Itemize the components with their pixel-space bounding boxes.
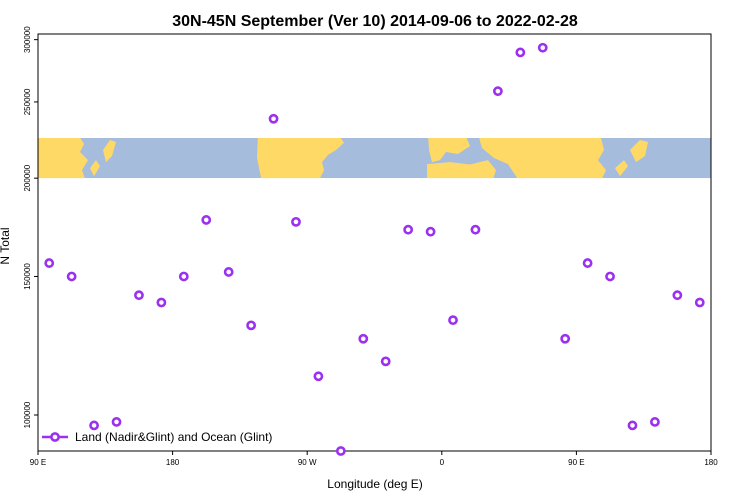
y-axis: 100000 150000 200000 250000 300000 bbox=[23, 26, 38, 428]
data-point bbox=[403, 224, 414, 235]
data-point bbox=[246, 320, 257, 331]
data-point bbox=[134, 290, 144, 301]
data-point bbox=[627, 420, 638, 431]
land-north-africa bbox=[427, 160, 496, 179]
x-tick-label: 90 W bbox=[298, 458, 317, 467]
x-tick-label: 0 bbox=[440, 458, 445, 467]
data-point bbox=[560, 333, 571, 344]
ocean-band bbox=[38, 137, 711, 179]
data-point bbox=[515, 47, 526, 58]
data-point bbox=[448, 315, 458, 326]
data-point bbox=[605, 271, 615, 282]
data-point bbox=[156, 297, 167, 308]
x-tick-label: 180 bbox=[166, 458, 180, 467]
data-point bbox=[650, 417, 660, 427]
y-tick-label: 100000 bbox=[23, 401, 32, 428]
land-japan-west bbox=[103, 139, 116, 163]
data-point bbox=[178, 271, 189, 282]
y-tick-label: 300000 bbox=[23, 26, 32, 53]
x-tick-label: 180 bbox=[704, 458, 718, 467]
data-point bbox=[201, 215, 212, 225]
data-point bbox=[89, 420, 99, 431]
data-point bbox=[111, 417, 122, 427]
land-japan-east bbox=[630, 139, 648, 163]
land-korea-east bbox=[615, 160, 628, 177]
land-north-america bbox=[257, 137, 344, 179]
data-point bbox=[380, 356, 391, 367]
data-point bbox=[694, 297, 705, 308]
legend-label: Land (Nadir&Glint) and Ocean (Glint) bbox=[75, 430, 272, 444]
data-point bbox=[582, 258, 593, 268]
data-point bbox=[425, 226, 436, 237]
y-tick-label: 150000 bbox=[23, 263, 32, 290]
data-point bbox=[470, 224, 481, 235]
legend: Land (Nadir&Glint) and Ocean (Glint) bbox=[42, 430, 272, 444]
land-asia-east bbox=[479, 137, 606, 179]
data-point bbox=[223, 267, 234, 277]
data-point bbox=[44, 258, 55, 268]
x-tick-label: 90 E bbox=[568, 458, 584, 467]
x-tick-label: 90 E bbox=[30, 458, 46, 467]
data-point bbox=[335, 446, 346, 456]
data-point bbox=[313, 371, 324, 382]
x-axis: 90 E 180 90 W 0 90 E 180 bbox=[30, 451, 718, 467]
land-iberia-europe bbox=[428, 137, 470, 163]
y-axis-label: N Total bbox=[0, 227, 12, 264]
land-korea-west bbox=[90, 160, 100, 177]
data-point bbox=[358, 333, 369, 344]
land-asia-west bbox=[38, 137, 88, 179]
plot-frame bbox=[37, 33, 712, 452]
data-point bbox=[291, 216, 301, 227]
data-point bbox=[492, 86, 503, 97]
y-tick-label: 250000 bbox=[23, 88, 32, 115]
y-tick-label: 200000 bbox=[23, 164, 32, 191]
data-point bbox=[268, 113, 279, 124]
data-points bbox=[44, 42, 705, 456]
data-point bbox=[66, 271, 77, 282]
data-point bbox=[537, 42, 548, 53]
chart-title: 30N-45N September (Ver 10) 2014-09-06 to… bbox=[172, 13, 578, 30]
legend-marker bbox=[50, 432, 60, 442]
data-point bbox=[672, 290, 683, 301]
x-axis-label: Longitude (deg E) bbox=[327, 477, 422, 491]
world-map-band bbox=[38, 137, 711, 179]
